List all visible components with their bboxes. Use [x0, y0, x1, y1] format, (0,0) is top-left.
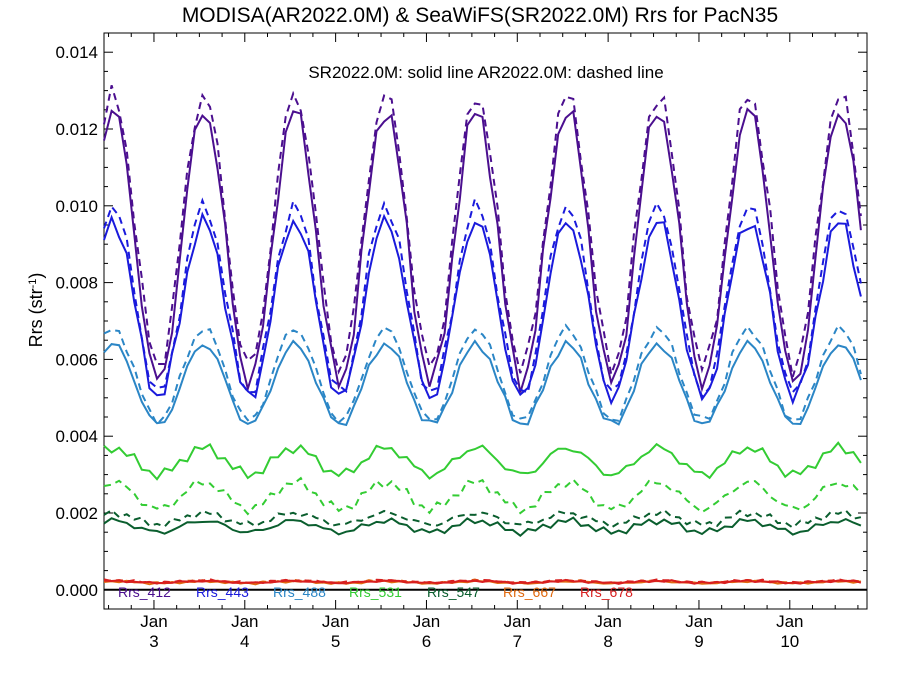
y-tick-label: 0.010: [55, 197, 98, 216]
plot-area: Rrs_412 Rrs_443 Rrs_488 Rrs_531 Rrs_547 Rrs_6…: [103, 32, 868, 610]
series-line-rrs_488-dashed: [103, 323, 862, 427]
x-tick-year-label: 10: [780, 632, 799, 651]
y-tick-label: 0.002: [55, 504, 98, 523]
y-tick-label: 0.006: [55, 350, 98, 369]
x-tick-year-label: 5: [331, 632, 340, 651]
x-tick-month-label: Jan: [685, 612, 712, 631]
x-tick-year-label: 6: [422, 632, 431, 651]
x-tick-month-label: Jan: [140, 612, 167, 631]
y-axis-title: Rrs (str-1): [26, 273, 46, 348]
x-tick-month-label: Jan: [776, 612, 803, 631]
series-line-rrs_443-solid: [103, 211, 862, 406]
series-line-rrs_412-dashed: [103, 85, 862, 379]
x-tick-month-label: Jan: [504, 612, 531, 631]
x-tick-year-label: 4: [240, 632, 249, 651]
legend-item-rrs_412: Rrs_412: [118, 584, 171, 600]
series-line-rrs_488-solid: [103, 339, 862, 427]
line-style-note: SR2022.0M: solid line AR2022.0M: dashed …: [308, 63, 663, 82]
x-tick-year-label: 8: [603, 632, 612, 651]
x-tick-year-label: 7: [513, 632, 522, 651]
x-tick-month-label: Jan: [231, 612, 258, 631]
legend-item-rrs_678: Rrs_678: [580, 584, 633, 600]
legend-item-rrs_531: Rrs_531: [349, 584, 402, 600]
series-line-rrs_531-solid: [103, 441, 862, 481]
chart-title: MODISA(AR2022.0M) & SeaWiFS(SR2022.0M) R…: [182, 4, 778, 27]
y-tick-label: 0.000: [55, 581, 98, 600]
x-tick-month-label: Jan: [413, 612, 440, 631]
legend-item-rrs_547: Rrs_547: [427, 584, 480, 600]
y-tick-label: 0.014: [55, 43, 98, 62]
y-tick-labels: 0.000 0.002 0.004 0.006 0.008 0.010 0.012 0.014: [55, 43, 98, 600]
series-line-rrs_547-solid: [103, 516, 862, 537]
legend-item-rrs_488: Rrs_488: [273, 584, 326, 600]
series-line-rrs_531-dashed: [103, 476, 862, 516]
x-tick-year-label: 3: [149, 632, 158, 651]
x-tick-month-label: Jan: [594, 612, 621, 631]
series-line-rrs_678-dashed: [103, 578, 862, 585]
series-lines: [103, 85, 862, 586]
legend-item-rrs_667: Rrs_667: [503, 584, 556, 600]
legend: Rrs_412 Rrs_443 Rrs_488 Rrs_531 Rrs_547 Rrs_6…: [118, 584, 633, 600]
legend-item-rrs_443: Rrs_443: [196, 584, 249, 600]
x-tick-year-label: 9: [694, 632, 703, 651]
series-line-rrs_443-dashed: [103, 195, 862, 399]
y-tick-label: 0.012: [55, 120, 98, 139]
x-tick-month-label: Jan: [322, 612, 349, 631]
series-line-rrs_547-dashed: [103, 508, 862, 529]
y-tick-label: 0.004: [55, 427, 98, 446]
series-line-rrs_412-solid: [103, 107, 862, 393]
y-tick-label: 0.008: [55, 274, 98, 293]
